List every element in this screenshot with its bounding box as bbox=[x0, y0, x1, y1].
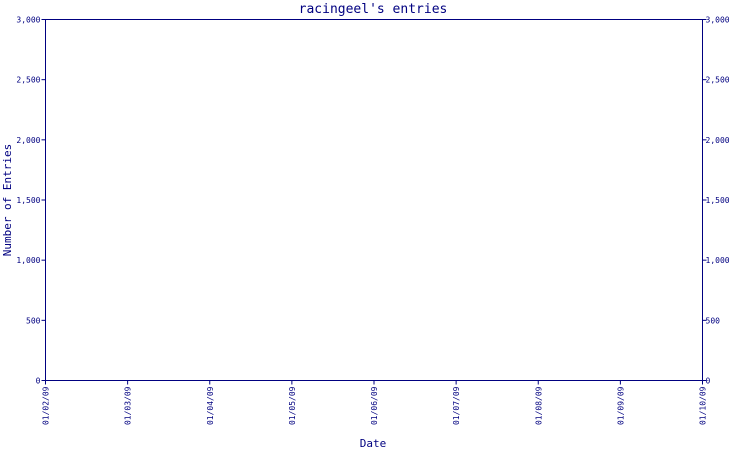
y-tick-label-left: 1,000 bbox=[16, 256, 40, 265]
x-axis-label: Date bbox=[360, 437, 387, 450]
y-axis-label: Number of Entries bbox=[1, 144, 14, 257]
y-tick-label-left: 2,000 bbox=[16, 136, 40, 145]
plot-area bbox=[45, 19, 703, 381]
x-tick-label: 01/05/09 bbox=[288, 386, 297, 425]
y-tick-label-right: 2,500 bbox=[706, 76, 730, 85]
x-axis: 01/02/09 01/03/09 01/04/09 01/05/09 01/06/09… bbox=[42, 380, 708, 425]
y-tick-label-right: 500 bbox=[706, 316, 721, 325]
x-tick-label: 01/04/09 bbox=[206, 386, 215, 425]
y-tick-label-right: 1,500 bbox=[706, 196, 730, 205]
y-axis-left: 0 500 1,000 1,500 2,000 2,500 3,000 bbox=[16, 16, 46, 386]
y-tick-label-left: 0 bbox=[36, 377, 41, 386]
y-tick-label-right: 2,000 bbox=[706, 136, 730, 145]
x-tick-label: 01/06/09 bbox=[370, 386, 379, 425]
x-tick-label: 01/03/09 bbox=[124, 386, 133, 425]
y-tick-label-left: 3,000 bbox=[16, 16, 40, 25]
x-tick-label: 01/10/09 bbox=[699, 386, 708, 425]
y-tick-label-left: 500 bbox=[26, 316, 41, 325]
y-tick-label-left: 2,500 bbox=[16, 76, 40, 85]
y-axis-right: 0 500 1,000 1,500 2,000 2,500 3,000 bbox=[702, 16, 730, 386]
y-tick-label-left: 1,500 bbox=[16, 196, 40, 205]
x-tick-label: 01/07/09 bbox=[452, 386, 461, 425]
y-tick-label-right: 3,000 bbox=[706, 16, 730, 25]
x-tick-label: 01/08/09 bbox=[534, 386, 543, 425]
y-tick-label-right: 0 bbox=[706, 377, 711, 386]
x-tick-label: 01/09/09 bbox=[616, 386, 625, 425]
y-tick-label-right: 1,000 bbox=[706, 256, 730, 265]
chart-title: racingeel's entries bbox=[299, 2, 448, 17]
x-tick-label: 01/02/09 bbox=[42, 386, 51, 425]
